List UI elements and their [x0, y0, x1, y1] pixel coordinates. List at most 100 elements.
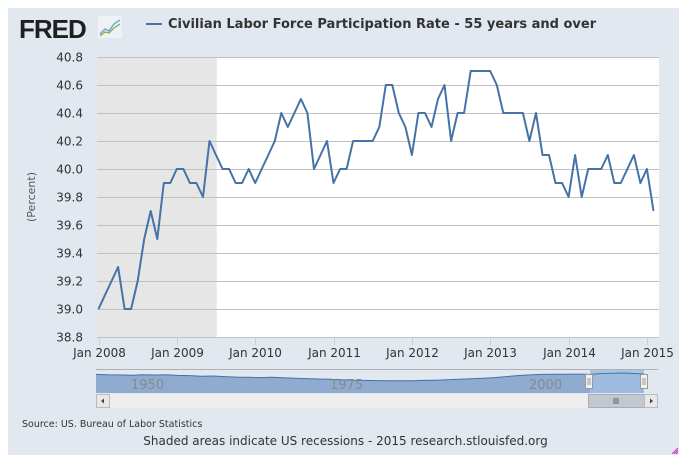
data-point[interactable]	[290, 109, 298, 117]
trend-lines-icon	[98, 16, 122, 38]
data-point[interactable]	[251, 179, 259, 187]
source-note: Source: US. Bureau of Labor Statistics	[22, 419, 203, 430]
data-point[interactable]	[101, 291, 109, 299]
x-tick-label: Jan 2012	[385, 346, 439, 360]
navigator-label-1975: 1975	[330, 378, 363, 393]
data-point[interactable]	[199, 193, 207, 201]
navigator-selected-line	[587, 372, 645, 375]
data-point[interactable]	[388, 81, 396, 89]
data-point[interactable]	[238, 179, 246, 187]
y-tick-label: 39.6	[56, 219, 83, 233]
x-tick-label: Jan 2009	[150, 346, 204, 360]
navigator-label-1950: 1950	[131, 378, 164, 393]
data-point[interactable]	[271, 137, 279, 145]
y-tick-label: 40.0	[56, 163, 83, 177]
x-tick-label: Jan 2010	[228, 346, 282, 360]
data-point[interactable]	[558, 179, 566, 187]
data-point[interactable]	[493, 81, 501, 89]
data-point[interactable]	[343, 165, 351, 173]
fred-logo[interactable]: FRED	[19, 14, 87, 44]
y-axis-ticks: 38.8 39.0 39.2 39.4 39.6 39.8 40.0 40.2 40.4 40.6…	[56, 51, 83, 345]
x-tick-label: Jan 2014	[542, 346, 596, 360]
data-point[interactable]	[395, 109, 403, 117]
data-point[interactable]	[604, 151, 612, 159]
data-point[interactable]	[284, 123, 292, 131]
scrollbar-track[interactable]	[96, 394, 658, 408]
data-point[interactable]	[297, 95, 305, 103]
data-point[interactable]	[192, 179, 200, 187]
data-point[interactable]	[617, 179, 625, 187]
data-point[interactable]	[134, 277, 142, 285]
data-point[interactable]	[401, 123, 409, 131]
navigator-selected-range[interactable]	[590, 370, 644, 393]
data-point[interactable]	[565, 193, 573, 201]
data-point[interactable]	[434, 95, 442, 103]
data-point[interactable]	[108, 277, 116, 285]
data-point[interactable]	[258, 165, 266, 173]
navigator-left-handle[interactable]	[585, 374, 593, 389]
data-point[interactable]	[421, 109, 429, 117]
data-point[interactable]	[212, 151, 220, 159]
data-point[interactable]	[408, 151, 416, 159]
data-point[interactable]	[460, 109, 468, 117]
y-tick-label: 40.8	[56, 51, 83, 65]
x-tick-label: Jan 2008	[72, 346, 126, 360]
data-point[interactable]	[571, 151, 579, 159]
x-tick-label: Jan 2013	[463, 346, 517, 360]
navigator-label-2000: 2000	[529, 378, 562, 393]
data-point[interactable]	[153, 235, 161, 243]
data-point[interactable]	[114, 263, 122, 271]
y-tick-label: 39.0	[56, 303, 83, 317]
data-point[interactable]	[441, 81, 449, 89]
data-point[interactable]	[578, 193, 586, 201]
data-point[interactable]	[643, 165, 651, 173]
data-point[interactable]	[447, 137, 455, 145]
y-axis-label: (Percent)	[25, 172, 38, 222]
data-point[interactable]	[166, 179, 174, 187]
data-point[interactable]	[323, 137, 331, 145]
data-point[interactable]	[179, 165, 187, 173]
data-point[interactable]	[525, 137, 533, 145]
scroll-right-button[interactable]	[644, 394, 658, 408]
data-point[interactable]	[597, 165, 605, 173]
data-point[interactable]	[277, 109, 285, 117]
data-point[interactable]	[317, 151, 325, 159]
series-line	[97, 70, 655, 310]
grid-lines	[97, 57, 659, 338]
navigator-right-handle[interactable]	[640, 374, 648, 389]
data-point[interactable]	[303, 109, 311, 117]
scroll-left-button[interactable]	[96, 394, 110, 408]
data-point[interactable]	[532, 109, 540, 117]
y-tick-label: 38.8	[56, 331, 83, 345]
data-point[interactable]	[519, 109, 527, 117]
data-point[interactable]	[369, 137, 377, 145]
y-tick-label: 39.2	[56, 275, 83, 289]
data-point[interactable]	[486, 67, 494, 75]
data-point[interactable]	[245, 165, 253, 173]
data-point[interactable]	[264, 151, 272, 159]
footer-credit[interactable]: Shaded areas indicate US recessions - 20…	[143, 434, 548, 448]
resize-handle-icon[interactable]	[672, 448, 678, 454]
data-point[interactable]	[147, 207, 155, 215]
data-point[interactable]	[636, 179, 644, 187]
data-point[interactable]	[650, 207, 658, 215]
data-point[interactable]	[375, 123, 383, 131]
legend-item[interactable]: Civilian Labor Force Participation Rate …	[146, 17, 596, 32]
data-point[interactable]	[206, 137, 214, 145]
data-point[interactable]	[95, 305, 103, 313]
data-point[interactable]	[127, 305, 135, 313]
data-point[interactable]	[330, 179, 338, 187]
y-tick-label: 40.6	[56, 79, 83, 93]
data-point[interactable]	[225, 165, 233, 173]
navigator-area	[96, 374, 644, 393]
data-point[interactable]	[140, 235, 148, 243]
y-tick-label: 39.4	[56, 247, 83, 261]
data-point[interactable]	[310, 165, 318, 173]
data-point[interactable]	[545, 151, 553, 159]
data-point[interactable]	[630, 151, 638, 159]
data-point[interactable]	[623, 165, 631, 173]
x-axis-ticks: Jan 2008 Jan 2009 Jan 2010 Jan 2011 Jan 2012…	[72, 337, 674, 360]
data-point[interactable]	[428, 123, 436, 131]
legend-line-marker	[146, 22, 162, 25]
scrollbar-thumb[interactable]	[588, 394, 645, 408]
